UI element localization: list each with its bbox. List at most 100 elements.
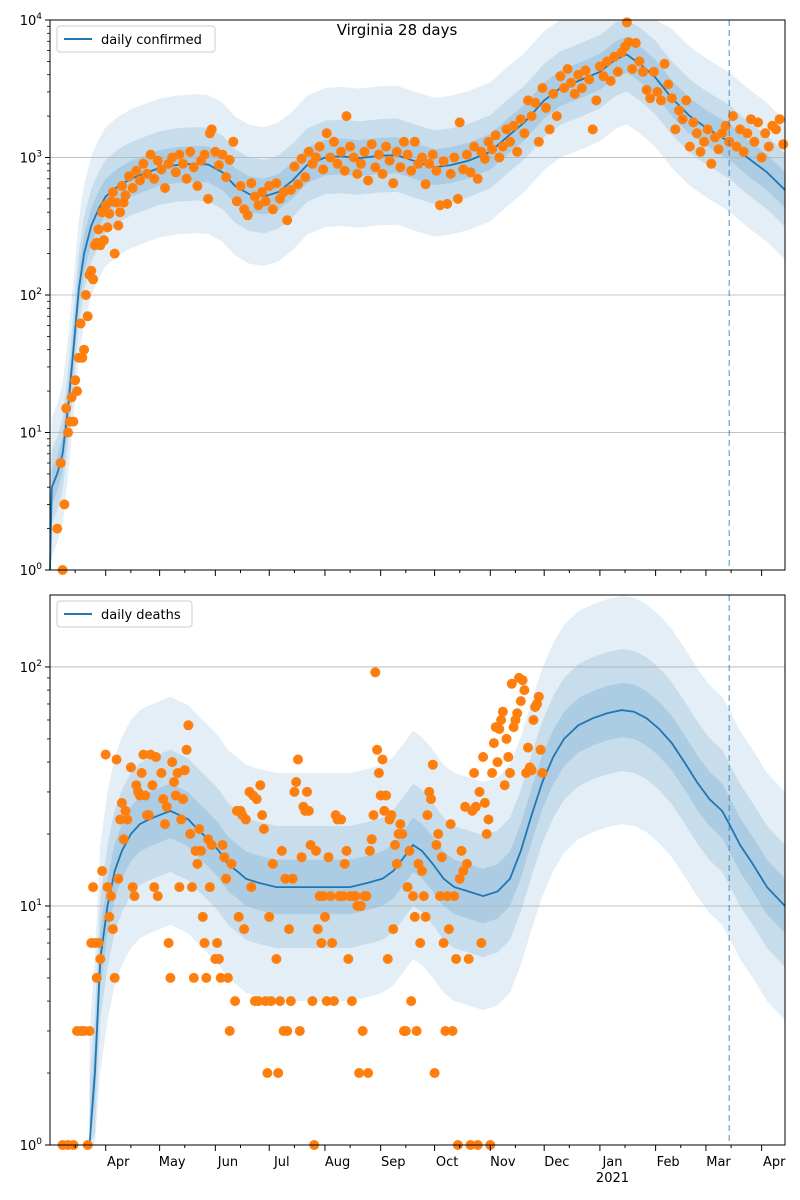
confirmed-legend-label: daily confirmed (101, 33, 202, 48)
data-point (249, 191, 260, 202)
data-point (339, 165, 350, 176)
deaths-gridlines (50, 666, 785, 907)
data-point (152, 155, 163, 166)
data-point (519, 128, 530, 139)
data-point (267, 858, 278, 869)
data-point (106, 891, 117, 902)
data-point (515, 114, 526, 125)
data-point (638, 66, 648, 77)
data-point (239, 924, 250, 935)
data-point (187, 882, 197, 893)
data-point (749, 136, 760, 147)
data-point (325, 152, 336, 163)
data-point (431, 840, 442, 850)
data-point (377, 168, 388, 179)
data-point (178, 158, 188, 169)
data-point (474, 786, 485, 797)
data-point (303, 805, 314, 816)
data-point (346, 996, 357, 1007)
data-point (129, 891, 140, 902)
data-point (763, 141, 774, 152)
confirmed-legend-box (56, 25, 216, 53)
data-point (418, 891, 429, 902)
data-point (343, 954, 354, 964)
x-tick-label: Apr (763, 1155, 786, 1170)
data-point (116, 797, 127, 808)
data-point (519, 685, 530, 696)
data-point (167, 757, 178, 768)
data-point (118, 834, 129, 845)
data-point (670, 124, 681, 135)
y-tick-label: 102 (20, 659, 42, 676)
data-point (355, 158, 366, 169)
data-point (771, 124, 781, 135)
data-point (488, 738, 499, 749)
data-point (691, 128, 702, 139)
data-point (456, 845, 467, 856)
data-point (341, 111, 352, 122)
data-point (366, 139, 377, 150)
x-tick-label: Aug (325, 1155, 350, 1170)
data-point (442, 891, 453, 902)
data-point (476, 938, 487, 948)
y-tick-label: 100 (20, 562, 43, 579)
data-point (373, 768, 384, 778)
x-tick-label: Mar (706, 1155, 731, 1170)
data-point (541, 102, 551, 113)
data-point (377, 754, 388, 765)
data-point (621, 17, 632, 28)
data-point (463, 954, 474, 964)
data-point (548, 88, 559, 99)
data-point (537, 768, 548, 778)
x-tick-label: Sep (381, 1155, 406, 1170)
x-tick-label: Nov (490, 1155, 516, 1170)
data-point (226, 858, 237, 869)
data-point (221, 172, 232, 183)
data-point (72, 386, 82, 397)
data-point (526, 765, 537, 776)
y-tick-label: 102 (20, 287, 42, 304)
data-point (368, 810, 379, 821)
data-point (399, 136, 409, 147)
data-point (470, 801, 481, 812)
data-point (84, 1026, 95, 1036)
data-point (535, 744, 546, 755)
data-point (742, 128, 753, 139)
data-point (774, 114, 785, 125)
data-point (479, 153, 490, 164)
data-point (411, 1026, 422, 1036)
data-point (645, 93, 656, 104)
data-point (533, 691, 544, 702)
data-point (381, 790, 392, 801)
data-point (116, 181, 127, 191)
data-point (88, 274, 99, 285)
data-point (753, 117, 763, 128)
data-point (82, 311, 93, 322)
data-point (431, 165, 442, 176)
data-point (359, 146, 370, 157)
data-point (422, 810, 433, 821)
data-point (388, 924, 399, 935)
data-point (181, 173, 192, 184)
data-point (224, 1026, 235, 1036)
data-point (311, 152, 321, 163)
data-point (160, 183, 170, 193)
data-point (388, 178, 399, 189)
data-point (318, 164, 329, 175)
data-point (576, 83, 587, 93)
median-line (88, 709, 786, 1146)
data-point (262, 1068, 273, 1078)
data-point (93, 224, 104, 235)
data-point (75, 318, 86, 329)
data-point (406, 165, 417, 176)
data-point (472, 173, 483, 184)
data-point (479, 797, 490, 808)
data-point (562, 64, 573, 74)
data-point (487, 144, 498, 155)
data-point (469, 768, 480, 778)
data-point (230, 996, 241, 1007)
data-point (386, 810, 397, 821)
data-point (275, 996, 285, 1007)
data-point (97, 866, 108, 876)
data-point (160, 819, 170, 830)
